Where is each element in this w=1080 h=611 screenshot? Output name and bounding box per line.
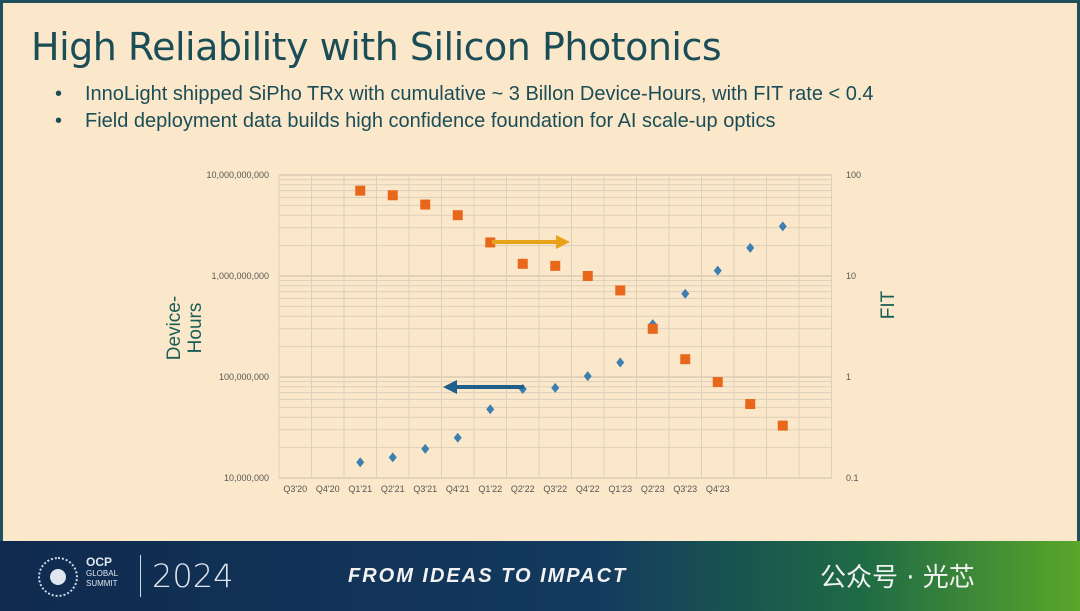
y-axis-label-line: Device- bbox=[164, 296, 185, 360]
y2-axis-label: FIT bbox=[878, 290, 899, 319]
right-axis-arrow bbox=[492, 235, 570, 249]
x-tick-label: Q2'21 bbox=[381, 484, 405, 494]
footer-banner: OCP GLOBAL SUMMIT 2024 FROM IDEAS TO IMPAC… bbox=[0, 541, 1080, 611]
device-hours-point bbox=[356, 457, 365, 468]
y2-tick-label: 100 bbox=[846, 170, 861, 180]
y2-tick-label: 1 bbox=[846, 372, 851, 382]
y2-tick-label: 0.1 bbox=[846, 473, 859, 483]
fit-point bbox=[680, 354, 691, 365]
chart-marks bbox=[355, 185, 788, 468]
ocp-logo-icon bbox=[38, 557, 78, 597]
device-hours-point bbox=[388, 452, 397, 463]
y-tick-label: 100,000,000 bbox=[219, 372, 269, 382]
fit-point bbox=[712, 377, 723, 388]
x-tick-label: Q1'23 bbox=[608, 484, 632, 494]
fit-point bbox=[647, 323, 658, 334]
x-tick-label: Q3'23 bbox=[673, 484, 697, 494]
y-axis-label-line: Hours bbox=[185, 303, 206, 354]
wechat-watermark: 公众号 · 光芯 bbox=[820, 563, 975, 593]
device-hours-point bbox=[583, 371, 592, 382]
device-hours-point bbox=[713, 265, 722, 276]
summit-year: 2024 bbox=[152, 557, 234, 595]
bullet-list: InnoLight shipped SiPho TRx with cumulat… bbox=[55, 81, 874, 135]
tagline: FROM IDEAS TO IMPACT bbox=[348, 565, 628, 587]
x-tick-label: Q3'20 bbox=[283, 484, 307, 494]
fit-point bbox=[387, 190, 398, 201]
fit-point bbox=[355, 185, 366, 196]
device-hours-point bbox=[453, 432, 462, 443]
device-hours-point bbox=[778, 221, 787, 232]
x-tick-label: Q4'21 bbox=[446, 484, 470, 494]
x-tick-label: Q2'23 bbox=[641, 484, 665, 494]
y-tick-label: 10,000,000,000 bbox=[206, 170, 269, 180]
fit-point bbox=[745, 399, 756, 410]
x-tick-label: Q3'22 bbox=[543, 484, 567, 494]
y-axis-label: Device-Hours bbox=[164, 296, 206, 360]
fit-point bbox=[452, 210, 463, 221]
device-hours-point bbox=[746, 242, 755, 253]
slide: High Reliability with Silicon Photonics … bbox=[3, 3, 1077, 541]
bullet-item: Field deployment data builds high confid… bbox=[55, 108, 874, 135]
slide-title: High Reliability with Silicon Photonics bbox=[31, 25, 722, 69]
device-hours-point bbox=[681, 288, 690, 299]
chart-ticks: 10,000,000 100,000,000 1,000,000,000 10,000… bbox=[206, 170, 861, 494]
fit-point bbox=[582, 271, 593, 281]
x-tick-label: Q4'22 bbox=[576, 484, 600, 494]
ocp-logo-text: OCP GLOBAL SUMMIT bbox=[86, 555, 119, 588]
divider bbox=[140, 555, 141, 597]
fit-point bbox=[777, 420, 788, 431]
y-tick-label: 1,000,000,000 bbox=[211, 271, 269, 281]
fit-point bbox=[517, 258, 528, 269]
device-hours-point bbox=[551, 382, 560, 393]
x-tick-label: Q1'22 bbox=[478, 484, 502, 494]
x-tick-label: Q4'23 bbox=[706, 484, 730, 494]
y2-tick-label: 10 bbox=[846, 271, 856, 281]
fit-point bbox=[485, 237, 496, 248]
fit-point bbox=[550, 260, 561, 271]
device-hours-point bbox=[421, 443, 430, 454]
bullet-item: InnoLight shipped SiPho TRx with cumulat… bbox=[55, 81, 874, 108]
chart-grid bbox=[278, 174, 832, 479]
y-tick-label: 10,000,000 bbox=[224, 473, 269, 483]
x-tick-label: Q4'20 bbox=[316, 484, 340, 494]
x-tick-label: Q2'22 bbox=[511, 484, 535, 494]
x-tick-label: Q3'21 bbox=[413, 484, 437, 494]
left-axis-arrow bbox=[443, 380, 524, 394]
x-tick-label: Q1'21 bbox=[348, 484, 372, 494]
device-hours-point bbox=[486, 404, 495, 415]
device-hours-point bbox=[616, 357, 625, 368]
fit-point bbox=[420, 199, 431, 210]
fit-point bbox=[615, 285, 626, 296]
